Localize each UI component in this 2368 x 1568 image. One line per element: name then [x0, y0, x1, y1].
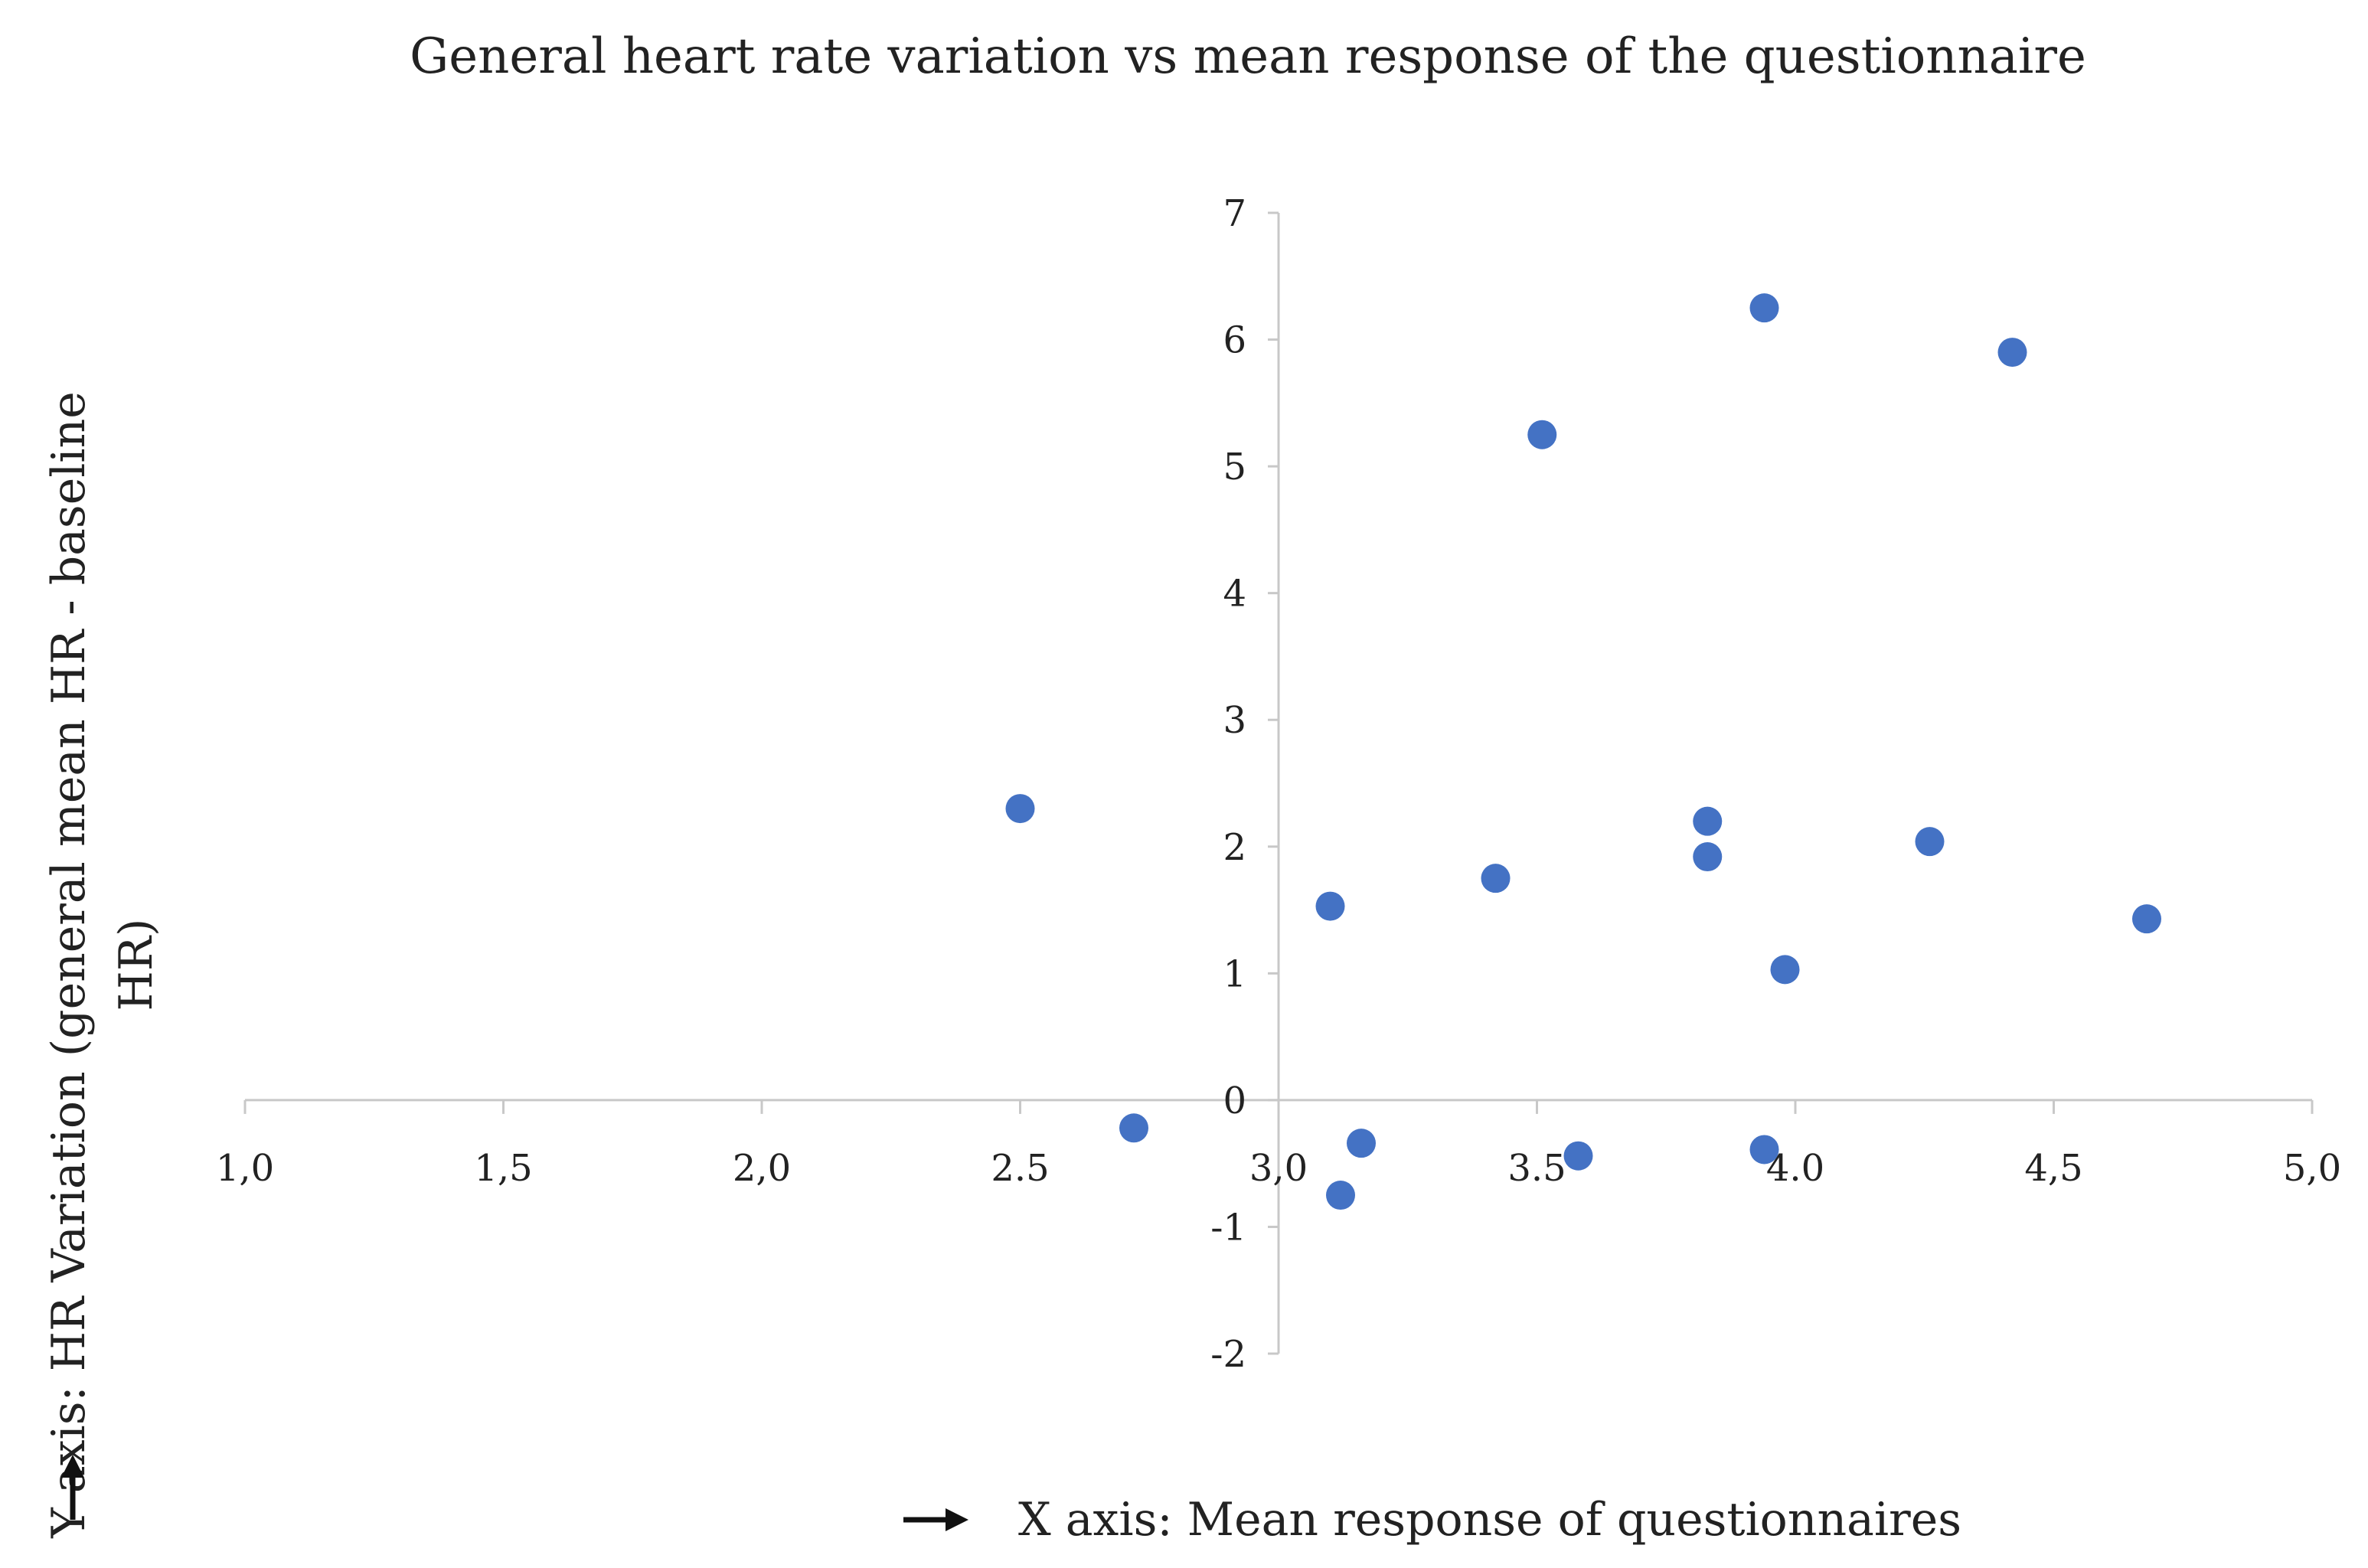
y-arrow-icon	[61, 1455, 84, 1520]
y-tick-label: 0	[1223, 1080, 1246, 1122]
data-point	[1693, 842, 1723, 872]
x-tick-label: 4,5	[2024, 1147, 2082, 1190]
data-point	[2132, 904, 2161, 934]
data-point	[1315, 891, 1345, 921]
chart-title: General heart rate variation vs mean res…	[410, 28, 2086, 85]
x-tick-label: 3,0	[1249, 1147, 1308, 1190]
y-tick-label: -1	[1210, 1206, 1246, 1249]
data-point	[1915, 827, 1945, 857]
x-tick-label: 5,0	[2283, 1147, 2341, 1190]
data-point	[1347, 1129, 1376, 1158]
x-tick-label: 1,0	[216, 1147, 274, 1190]
data-point	[1563, 1141, 1593, 1171]
data-point	[1326, 1181, 1355, 1210]
y-tick-label: 4	[1223, 573, 1246, 616]
x-tick-label: 2.5	[991, 1147, 1049, 1190]
data-point	[1005, 794, 1035, 824]
x-axis-label: X axis: Mean response of questionnaires	[1018, 1493, 1961, 1547]
y-tick-label: 6	[1223, 319, 1246, 362]
x-tick-label: 3.5	[1507, 1147, 1566, 1190]
data-point	[1770, 955, 1800, 985]
x-arrow-icon	[903, 1508, 968, 1531]
data-point	[1527, 420, 1557, 449]
y-axis-label: Y axis: HR Variation (general mean HR - …	[42, 391, 96, 1539]
y-tick-label: -2	[1210, 1333, 1246, 1376]
data-points	[1005, 293, 2161, 1210]
y-tick-label: 2	[1223, 826, 1246, 869]
data-point	[1693, 806, 1723, 836]
axes	[243, 211, 2314, 1355]
y-axis-label-continued: HR)	[109, 919, 163, 1011]
y-axis-label-group: Y axis: HR Variation (general mean HR - …	[42, 391, 163, 1539]
data-point	[1481, 864, 1511, 893]
y-tick-label: 5	[1223, 446, 1246, 488]
y-tick-label: 1	[1223, 952, 1246, 995]
data-point	[1119, 1113, 1148, 1143]
data-point	[1997, 338, 2027, 368]
data-point	[1749, 293, 1779, 323]
x-tick-label: 2,0	[733, 1147, 791, 1190]
data-point	[1749, 1135, 1779, 1165]
x-tick-label: 1,5	[474, 1147, 532, 1190]
y-tick-label: 3	[1223, 699, 1246, 742]
y-tick-label: 7	[1223, 192, 1246, 235]
